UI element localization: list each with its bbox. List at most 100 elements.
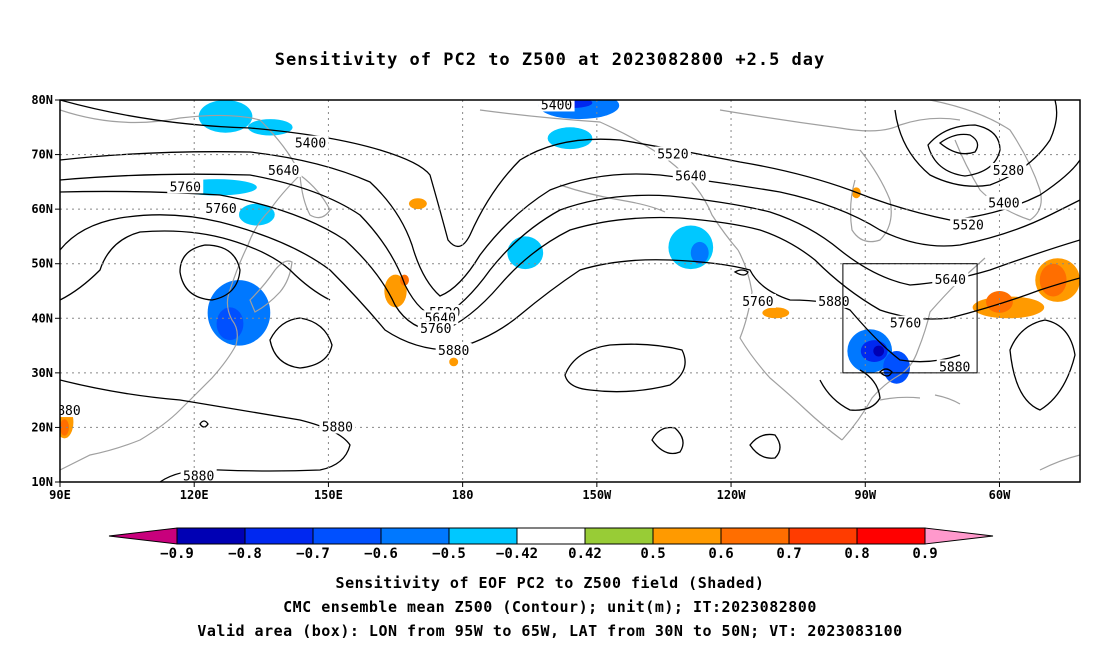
- contour-line: [60, 230, 331, 301]
- shaded-region: [547, 127, 593, 150]
- colorbar-label: −0.9: [160, 546, 194, 562]
- colorbar-segment: [720, 527, 790, 545]
- coastline-japan: [249, 260, 293, 313]
- coastline-south-america: [1039, 454, 1080, 471]
- lon-label: 60W: [989, 488, 1011, 502]
- contour-label-bg: [319, 419, 356, 434]
- contour-label: 5880: [818, 295, 849, 310]
- colorbar-segment: [652, 527, 722, 545]
- lat-label: 60N: [31, 202, 53, 216]
- lat-label: 10N: [31, 475, 53, 489]
- shaded-region: [762, 307, 790, 319]
- valid-area-box: [842, 263, 978, 374]
- caption-line-3: Valid area (box): LON from 95W to 65W, L…: [197, 622, 903, 640]
- contour-line: [927, 124, 1001, 177]
- coastline-hudson-bay: [849, 149, 892, 243]
- lon-label: 180: [452, 488, 474, 502]
- map-background: [60, 100, 1080, 482]
- contour-line: [733, 269, 749, 276]
- contour-line: [60, 151, 1080, 297]
- contour-label: 5640: [675, 169, 706, 184]
- map-frame: [59, 99, 1081, 483]
- coastline-north-america-west: [737, 249, 843, 441]
- colorbar-segment: [176, 527, 246, 545]
- colorbar-segment: [584, 527, 654, 545]
- contour-label: 5880: [322, 420, 353, 435]
- colorbar-segment: [448, 527, 518, 545]
- colorbar-segment: [312, 527, 382, 545]
- colorbar-label: −0.5: [432, 546, 466, 562]
- lat-label: 50N: [31, 257, 53, 271]
- lon-label: 150E: [314, 488, 343, 502]
- lat-label: 70N: [31, 148, 53, 162]
- contour-line: [199, 420, 209, 428]
- contour-label-bg: [739, 293, 776, 308]
- contour-line: [749, 433, 781, 459]
- contour-label: 5880: [939, 360, 970, 375]
- contour-labels: 5400 5400 5520 5640 5640 5760 5760 5280 5400 5520…: [60, 100, 1027, 485]
- contour-label-bg: [538, 100, 575, 112]
- contour-line: [819, 369, 881, 411]
- shaded-region: [1039, 263, 1067, 297]
- coastline-aleutians: [559, 184, 666, 213]
- contour-label-bg: [985, 195, 1022, 210]
- contour-line: [60, 379, 351, 482]
- colorbar-label: 0.6: [708, 546, 733, 562]
- contour-label-bg: [417, 321, 454, 336]
- coastline-caribbean: [879, 394, 961, 405]
- colorbar-label: 0.9: [912, 546, 937, 562]
- colorbar-label: 0.8: [844, 546, 869, 562]
- shaded-region: [883, 351, 910, 384]
- chart-title: Sensitivity of PC2 to Z500 at 2023082800…: [274, 50, 826, 70]
- shaded-region: [449, 357, 459, 367]
- contour-line: [564, 343, 686, 393]
- contour-label: 5760: [742, 295, 773, 310]
- contour-label-bg: [950, 217, 987, 232]
- contour-label-bg: [990, 162, 1027, 177]
- contour-label-bg: [932, 272, 969, 287]
- shaded-region: [216, 307, 244, 341]
- colorbar-label: 0.7: [776, 546, 801, 562]
- lat-label: 40N: [31, 311, 53, 325]
- contour-label: 5880: [438, 344, 469, 359]
- contour-label-bg: [292, 135, 329, 150]
- shaded-region: [247, 119, 293, 136]
- colorbar-under-triangle: [108, 527, 178, 545]
- colorbar-segment: [788, 527, 858, 545]
- coastline-greenland: [929, 100, 1042, 221]
- colorbar-label: 0.42: [568, 546, 602, 562]
- colorbar-segment: [244, 527, 314, 545]
- contour-label-bg: [672, 168, 709, 183]
- caption-line-1: Sensitivity of EOF PC2 to Z500 field (Sh…: [335, 574, 765, 592]
- coastline-kamchatka: [299, 174, 331, 219]
- contour-label: 5760: [170, 180, 201, 195]
- shaded-region: [60, 419, 69, 436]
- lon-label: 120W: [717, 488, 747, 502]
- shaded-region: [690, 241, 709, 264]
- colorbar-label: −0.42: [496, 546, 538, 562]
- contour-label-bg: [654, 146, 691, 161]
- contour-line: [1009, 319, 1076, 411]
- contour-label-bg: [203, 201, 240, 216]
- contour-line: [60, 173, 1080, 319]
- contour-label: 5640: [268, 164, 299, 179]
- colorbar-label: −0.7: [296, 546, 330, 562]
- contour-label: 5880: [183, 470, 214, 485]
- contour-line: [879, 368, 893, 377]
- contour-line: [651, 426, 684, 455]
- colorbar-segment: [380, 527, 450, 545]
- contour-label-bg: [887, 315, 924, 330]
- shaded-region: [408, 198, 427, 210]
- contour-label-bg: [422, 310, 459, 325]
- contour-label: 5520: [657, 148, 688, 163]
- contour-label-bg: [180, 468, 217, 482]
- contour-label: 5640: [935, 273, 966, 288]
- contour-label-bg: [60, 403, 83, 418]
- shaded-region: [986, 291, 1013, 313]
- contour-label-bg: [435, 343, 472, 358]
- contour-label: 5400: [295, 137, 326, 152]
- colorbar-label: 0.5: [640, 546, 665, 562]
- lon-label: 90E: [49, 488, 71, 502]
